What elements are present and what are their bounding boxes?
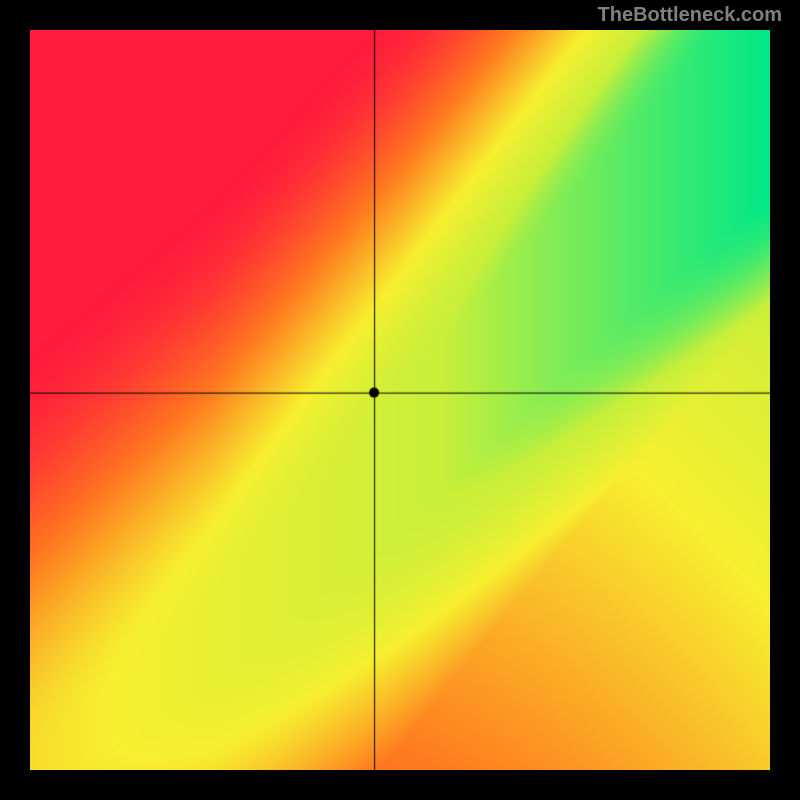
heatmap-canvas: [30, 30, 770, 770]
bottleneck-chart: [30, 30, 770, 770]
watermark: TheBottleneck.com: [598, 4, 782, 27]
